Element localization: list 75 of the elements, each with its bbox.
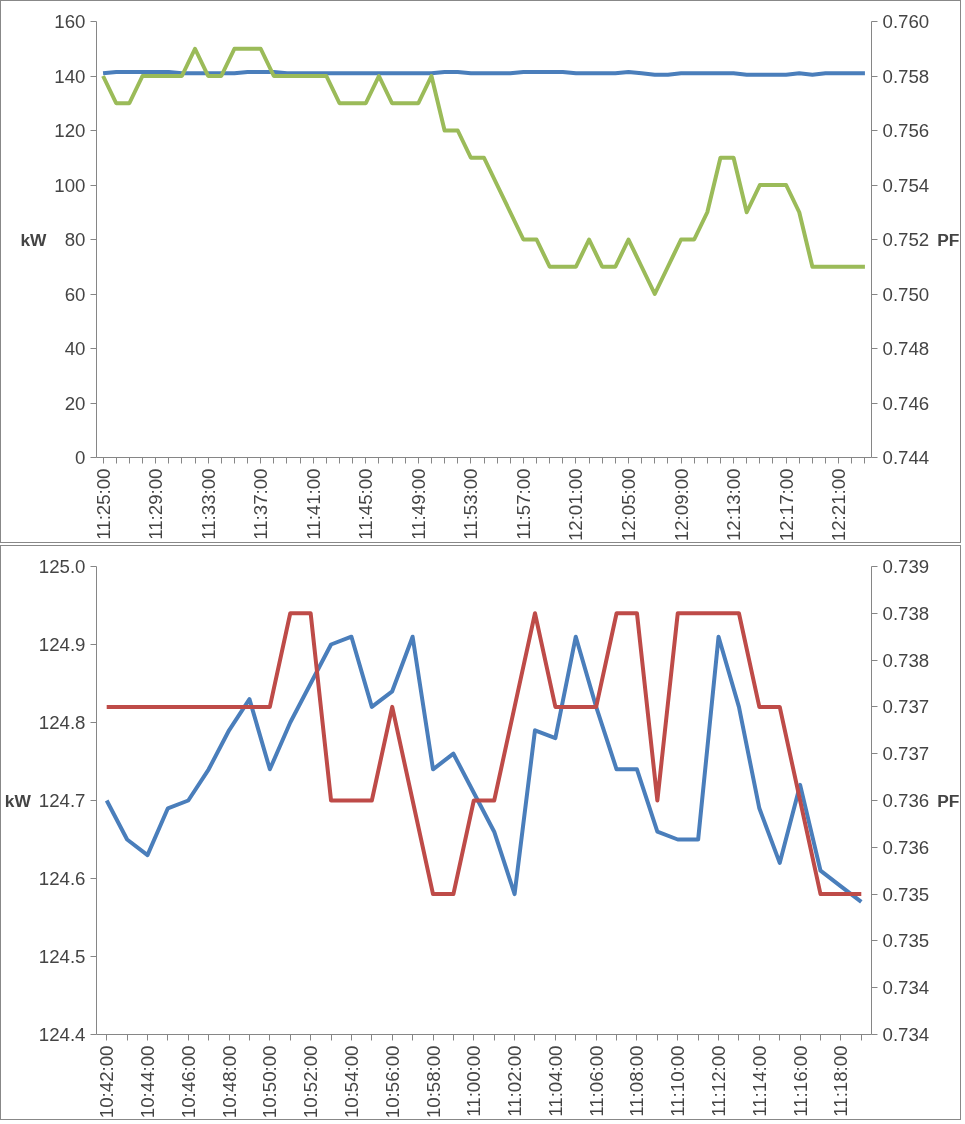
x-tick-label: 11:29:00 [145, 468, 167, 540]
x-tick-label: 11:10:00 [667, 1045, 689, 1117]
x-tick-label: 11:53:00 [460, 468, 482, 540]
y2-axis-title: PF [937, 790, 960, 811]
x-tick-label: 11:18:00 [830, 1045, 852, 1117]
y-tick-label: 40 [64, 338, 86, 359]
x-tick-label: 11:02:00 [504, 1045, 526, 1117]
y2-tick-label: 0.748 [882, 338, 930, 359]
y2-tick-label: 0.736 [882, 836, 930, 858]
x-tick-label: 10:54:00 [340, 1045, 362, 1119]
x-tick-label: 11:49:00 [407, 468, 429, 540]
x-tick-label: 11:08:00 [626, 1045, 648, 1117]
y-tick-label: 160 [54, 11, 86, 32]
x-tick-label: 11:45:00 [355, 468, 377, 540]
y-tick-label: 124.6 [38, 868, 86, 889]
y2-tick-label: 0.735 [882, 930, 930, 952]
y2-tick-label: 0.758 [882, 65, 930, 87]
y-axis-title: kW [20, 229, 48, 250]
y-tick-label: 0 [75, 447, 86, 468]
x-tick-label: 11:25:00 [92, 468, 114, 540]
y-axis-title: kW [4, 790, 32, 811]
x-tick-label: 10:48:00 [218, 1045, 240, 1119]
y-tick-label: 124.7 [38, 790, 86, 811]
x-tick-label: 10:42:00 [96, 1045, 118, 1119]
y-tick-label: 124.8 [38, 712, 86, 733]
x-tick-label: 10:52:00 [300, 1045, 322, 1119]
x-tick-label: 12:05:00 [617, 468, 639, 542]
x-tick-label: 12:13:00 [723, 468, 745, 542]
y-tick-label: 60 [64, 283, 86, 305]
y2-tick-label: 0.746 [882, 392, 930, 414]
x-tick-label: 11:33:00 [197, 468, 219, 540]
y-tick-label: 100 [54, 174, 86, 196]
y2-tick-label: 0.734 [882, 977, 930, 999]
x-tick-label: 12:01:00 [565, 468, 587, 542]
y-tick-label: 124.9 [38, 634, 86, 655]
y2-tick-label: 0.754 [882, 174, 930, 196]
y2-axis-title: PF [937, 229, 960, 250]
line-series [101, 46, 867, 296]
x-tick-label: 11:00:00 [463, 1045, 485, 1117]
x-tick-label: 11:41:00 [302, 468, 324, 540]
y2-tick-label: 0.739 [882, 556, 930, 577]
y2-tick-label: 0.735 [882, 883, 930, 905]
y2-tick-label: 0.736 [882, 790, 930, 811]
y-tick-label: 124.5 [38, 946, 86, 967]
y2-tick-label: 0.737 [882, 696, 930, 718]
x-tick-label: 11:16:00 [789, 1045, 811, 1117]
x-tick-label: 10:44:00 [136, 1045, 158, 1119]
y2-tick-label: 0.744 [882, 447, 930, 468]
x-tick-label: 11:04:00 [544, 1045, 566, 1117]
y2-tick-label: 0.752 [882, 229, 930, 250]
x-tick-label: 12:17:00 [775, 468, 797, 542]
y2-tick-label: 0.756 [882, 120, 930, 141]
x-tick-label: 10:46:00 [177, 1045, 199, 1119]
y2-tick-label: 0.734 [882, 1024, 930, 1045]
y-tick-label: 120 [54, 120, 86, 141]
x-tick-label: 10:56:00 [381, 1045, 403, 1119]
x-tick-label: 12:21:00 [828, 468, 850, 542]
x-tick-label: 10:50:00 [259, 1045, 281, 1119]
y2-tick-label: 0.738 [882, 602, 930, 624]
x-tick-label: 12:09:00 [670, 468, 692, 542]
y-tick-label: 140 [54, 65, 86, 87]
y-tick-label: 80 [64, 229, 86, 250]
y2-tick-label: 0.760 [882, 11, 930, 32]
y2-tick-label: 0.738 [882, 649, 930, 671]
y2-tick-label: 0.737 [882, 743, 930, 765]
x-tick-label: 11:12:00 [708, 1045, 730, 1117]
x-tick-label: 11:14:00 [748, 1045, 770, 1117]
x-tick-label: 11:06:00 [585, 1045, 607, 1117]
y-tick-label: 124.4 [38, 1024, 86, 1045]
y2-tick-label: 0.750 [882, 283, 930, 305]
x-tick-label: 11:57:00 [512, 468, 534, 540]
x-tick-label: 11:37:00 [250, 468, 272, 540]
x-tick-label: 10:58:00 [422, 1045, 444, 1119]
y-tick-label: 125.0 [38, 556, 86, 577]
y-tick-label: 20 [64, 392, 86, 414]
